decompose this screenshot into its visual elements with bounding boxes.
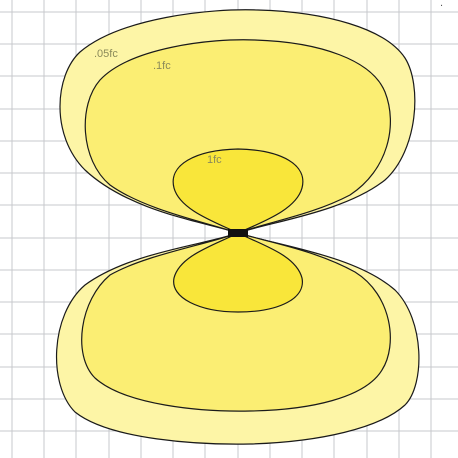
corner-mark: . (440, 0, 443, 9)
luminaire-fixture-icon (228, 229, 248, 237)
contour-01fc (81, 39, 391, 412)
contour-label-005fc: .05fc (94, 48, 118, 60)
contour-01fc-upper (84, 39, 391, 234)
contour-1fc-lower (173, 232, 303, 313)
contour-label-01fc: .1fc (153, 60, 171, 72)
contour-01fc-lower (81, 232, 391, 412)
contour-1fc (172, 148, 304, 313)
contour-label-1fc: 1fc (207, 154, 222, 166)
contour-1fc-upper (172, 148, 304, 234)
